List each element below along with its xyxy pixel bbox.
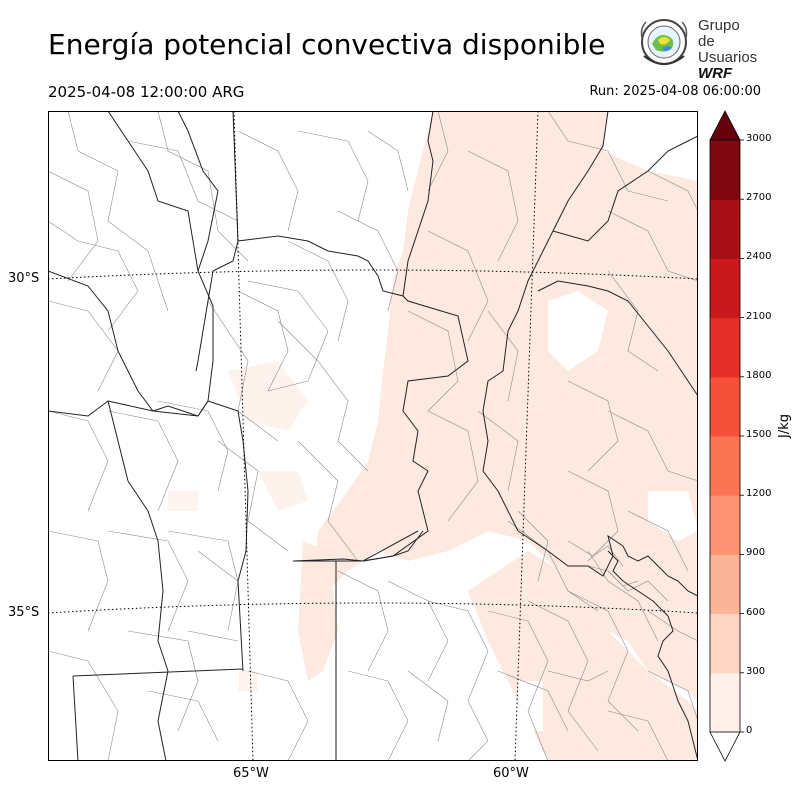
cape-shading	[168, 111, 698, 761]
colorbar-tick-label: 2700	[746, 192, 772, 204]
lat-label-30s: 30°S	[8, 271, 40, 286]
colorbar-tick-label: 2400	[746, 251, 772, 263]
lon-label-60w: 60°W	[493, 766, 529, 781]
department-boundaries	[48, 111, 698, 761]
colorbar-segment	[710, 140, 740, 200]
lon-label-65w: 65°W	[233, 766, 269, 781]
logo-line-1: Grupo de	[698, 17, 740, 50]
colorbar-extend-min	[709, 731, 741, 762]
coastline	[607, 545, 698, 761]
province-boundaries	[48, 111, 698, 761]
wrf-emblem-icon	[640, 19, 688, 65]
colorbar-segment	[710, 258, 740, 319]
colorbar-tick-label: 300	[746, 665, 766, 677]
colorbar	[709, 110, 744, 762]
colorbar-tick-label: 1800	[746, 369, 772, 381]
colorbar-segment	[710, 376, 740, 437]
logo-text: Grupo de Usuarios WRF	[698, 18, 758, 82]
colorbar-segment	[710, 436, 740, 496]
colorbar-tick-label: 3000	[746, 133, 772, 144]
colorbar-segment	[710, 613, 740, 674]
lat-label-35s: 35°S	[8, 605, 40, 620]
colorbar-segment	[710, 495, 740, 555]
run-time: Run: 2025-04-08 06:00:00	[589, 84, 761, 99]
colorbar-segment	[710, 317, 740, 378]
colorbar-segment	[710, 199, 740, 259]
page-title: Energía potencial convectiva disponible	[48, 28, 606, 61]
colorbar-tick-label: 2100	[746, 310, 772, 322]
logo-line-2: Usuarios	[698, 49, 758, 66]
colorbar-tick-label: 900	[746, 547, 766, 559]
colorbar-tick-label: 1500	[746, 429, 772, 440]
colorbar-tick-label: 600	[746, 606, 766, 618]
colorbar-tick-label: 0	[746, 725, 753, 736]
colorbar-extend-max	[709, 110, 741, 141]
logo-line-3: WRF	[698, 65, 733, 82]
colorbar-segment	[710, 672, 740, 733]
colorbar-tick-label: 1200	[746, 488, 772, 500]
cape-map	[48, 111, 698, 761]
valid-time: 2025-04-08 12:00:00 ARG	[48, 83, 245, 101]
graticule	[48, 111, 698, 761]
wrf-logo: Grupo de Usuarios WRF	[638, 14, 758, 82]
colorbar-segment	[710, 554, 740, 615]
colorbar-unit-label: J/kg	[777, 414, 792, 438]
cape-gaps	[518, 291, 698, 731]
